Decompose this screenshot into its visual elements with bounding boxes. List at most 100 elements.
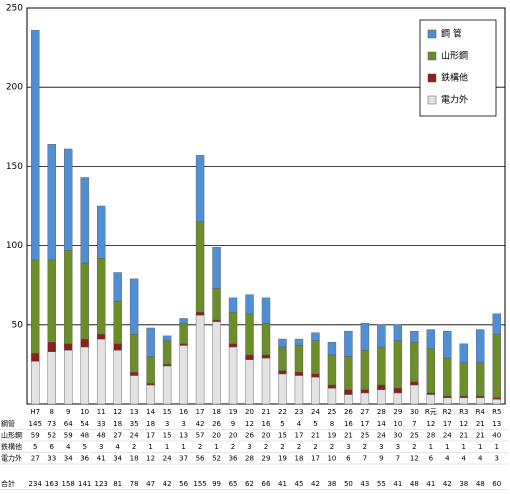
table-cell: 20 [212, 432, 221, 440]
table-cell: 2 [313, 443, 317, 451]
table-cell: 59 [64, 432, 73, 440]
x-tick-label: 11 [97, 408, 106, 416]
bar-segment [80, 338, 89, 348]
x-tick-label: 22 [278, 408, 287, 416]
bar-segment [294, 375, 304, 405]
bar-segment [327, 384, 337, 389]
table-cell: 17 [146, 432, 155, 440]
table-cell: 27 [113, 432, 122, 440]
table-cell: 34 [113, 455, 122, 463]
table-cell: 2 [297, 443, 301, 451]
bar-segment [47, 144, 56, 261]
table-cell: 3 [495, 455, 499, 463]
table-cell: 16 [262, 420, 271, 428]
table-cell: 52 [47, 432, 56, 440]
bar-segment [96, 258, 106, 335]
table-cell: 26 [245, 432, 254, 440]
table-cell: 15 [278, 432, 287, 440]
x-tick-label: H7 [30, 408, 40, 416]
bar-segment [377, 389, 386, 405]
table-total: 99 [212, 480, 221, 488]
table-cell: 20 [229, 432, 238, 440]
bar-segment [261, 357, 271, 405]
x-tick-label: 27 [360, 408, 369, 416]
table-cell: 3 [247, 443, 251, 451]
table-cell: 5 [280, 420, 284, 428]
bar-segment [492, 313, 501, 335]
table-total: 66 [262, 480, 271, 488]
table-cell: 5 [33, 443, 37, 451]
x-tick-label: R3 [459, 408, 468, 416]
table-row-label: 山形鋼 [1, 431, 22, 440]
bar-segment [80, 177, 89, 264]
table-cell: 18 [295, 455, 304, 463]
bar-segment [278, 370, 287, 375]
table-row-label: 鉄構他 [1, 442, 22, 451]
table-cell: 12 [245, 420, 254, 428]
table-cell: 12 [459, 420, 468, 428]
table-cell: 8 [330, 420, 334, 428]
bar-segment [31, 29, 40, 261]
table-cell: 36 [229, 455, 238, 463]
table-cell: 4 [115, 443, 120, 451]
table-total: 42 [443, 480, 452, 488]
table-cell: 18 [113, 420, 122, 428]
table-cell: 5 [82, 443, 86, 451]
table-total: 141 [78, 480, 91, 488]
table-cell: 24 [377, 432, 386, 440]
table-cell: 24 [163, 455, 172, 463]
table-cell: 13 [492, 420, 501, 428]
bar-segment [393, 387, 403, 394]
table-cell: 6 [346, 455, 351, 463]
table-cell: 1 [181, 443, 185, 451]
bar-segment [492, 334, 501, 398]
x-tick-label: 16 [179, 408, 188, 416]
bar-segment [459, 397, 468, 405]
bar-segment [443, 395, 452, 398]
bar-segment [377, 324, 386, 348]
table-cell: 2 [132, 443, 136, 451]
table-row-label: 鋼管 [1, 419, 15, 428]
bar-segment [195, 311, 205, 316]
bar-segment [179, 318, 188, 324]
table-cell: 33 [47, 455, 56, 463]
table-cell: 14 [377, 420, 386, 428]
table-cell: 48 [80, 432, 89, 440]
bar-segment [294, 338, 304, 346]
bar-segment [443, 330, 452, 359]
table-cell: 7 [412, 420, 416, 428]
x-tick-label: 10 [80, 408, 89, 416]
x-tick-label: 15 [163, 408, 172, 416]
table-cell: 17 [360, 420, 369, 428]
bar-segment [294, 372, 304, 376]
table-cell: 2 [412, 443, 416, 451]
bar-segment [278, 338, 287, 348]
table-cell: 24 [130, 432, 139, 440]
bar-segment [476, 395, 485, 398]
bar-segment [410, 384, 419, 405]
legend-swatch [427, 95, 437, 105]
bar-segment [360, 389, 370, 394]
table-cell: 25 [360, 432, 369, 440]
x-tick-label: 24 [311, 408, 320, 416]
x-tick-label: 21 [262, 408, 271, 416]
x-tick-label: R元 [425, 408, 437, 416]
x-tick-label: 8 [49, 408, 53, 416]
bar-segment [228, 343, 238, 348]
bar-segment [146, 383, 155, 386]
bar-segment [228, 297, 238, 313]
bar-segment [64, 250, 73, 345]
table-total: 78 [130, 480, 139, 488]
bar-segment [426, 329, 436, 349]
table-cell: 4 [445, 455, 450, 463]
bar-segment [410, 330, 419, 343]
bar-segment [129, 375, 139, 405]
table-cell: 48 [97, 432, 106, 440]
bar-segment [476, 397, 485, 405]
table-cell: 1 [478, 443, 482, 451]
table-total: 55 [377, 480, 386, 488]
table-cell: 1 [462, 443, 466, 451]
table-cell: 6 [429, 455, 434, 463]
table-total: 48 [410, 480, 419, 488]
bar-segment [410, 381, 419, 386]
